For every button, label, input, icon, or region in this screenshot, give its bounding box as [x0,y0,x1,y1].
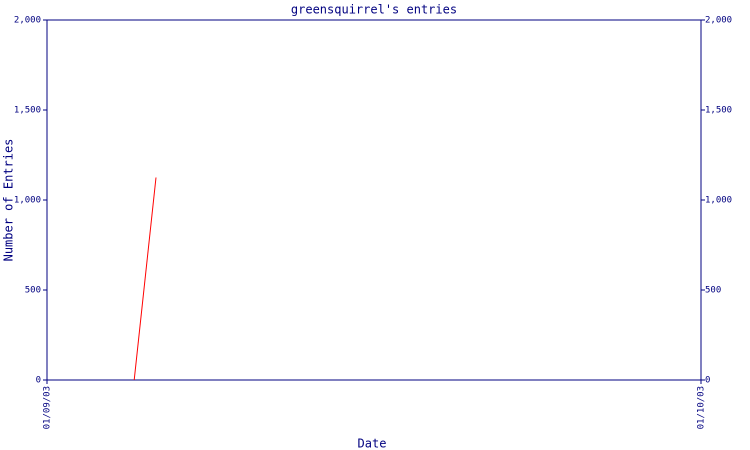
y2-tick-label: 1,000 [705,196,732,206]
y-axis-label: Number of Entries [2,139,16,262]
line [133,177,157,381]
plot-frame [46,19,702,381]
y-tick-label: 500 [25,286,41,296]
y-tick-label: 0 [36,376,41,386]
y2-tick-label: 0 [705,376,710,386]
chart-title: greensquirrel's entries [291,3,457,17]
y-tick-label: 1,500 [14,106,41,116]
y2-tick-label: 2,000 [705,16,732,26]
y-tick-label: 1,000 [14,196,41,206]
x-axis-label: Date [358,437,387,450]
x-tick-label: 01/09/03 [43,386,53,429]
x-tick-label: 01/10/03 [697,386,707,429]
y2-tick-label: 1,500 [705,106,732,116]
y-tick-label: 2,000 [14,16,41,26]
y2-tick-label: 500 [705,286,721,296]
